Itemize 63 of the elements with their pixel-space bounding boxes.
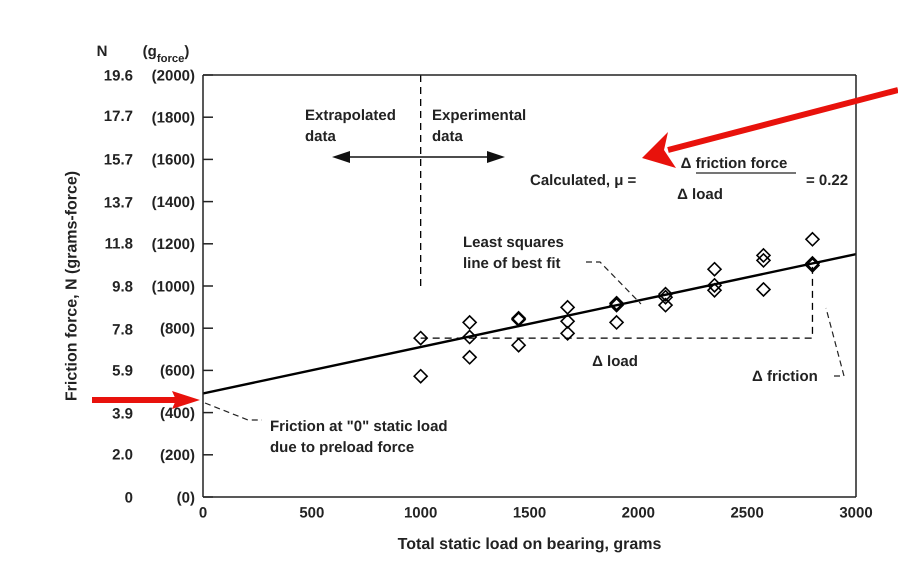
point — [462, 315, 477, 330]
y2-tick-label: (400) — [160, 404, 195, 422]
annotation: Least squares line of best fit — [463, 234, 564, 272]
point — [413, 330, 428, 346]
x-tick-label: 500 — [299, 504, 324, 522]
point — [511, 338, 526, 353]
y-tick-label: 7.8 — [112, 321, 133, 338]
annotation: Δ friction — [752, 368, 818, 385]
y-tick-label: 13.7 — [104, 194, 133, 212]
y2-tick-label: (600) — [160, 362, 195, 380]
point — [658, 290, 673, 304]
y-axis-title: Friction force, N (grams-force) — [64, 170, 81, 402]
point — [560, 314, 575, 329]
point — [560, 326, 575, 341]
point — [707, 283, 722, 298]
annotation: Calculated, μ = — [530, 172, 637, 189]
x-tick-label: 3000 — [839, 504, 873, 522]
annotation: Δ load — [677, 186, 723, 203]
annotation: = 0.22 — [806, 172, 848, 189]
point — [756, 248, 771, 263]
annotation: Friction at "0" static load due to preload force — [270, 418, 448, 456]
point — [413, 368, 428, 384]
y2-tick-label: (2000) — [152, 67, 196, 84]
point — [658, 298, 673, 312]
y2-tick-label: (1200) — [152, 236, 196, 254]
y-tick-label: 2.0 — [112, 446, 133, 464]
annotation: Experimental data — [432, 107, 526, 145]
point — [609, 315, 624, 330]
y-tick-label: 11.8 — [104, 235, 133, 252]
y2-tick-label: (1600) — [152, 152, 196, 169]
y-tick-label: 9.8 — [112, 278, 133, 296]
y2-tick-label: (1800) — [152, 110, 196, 127]
annotation: Δ friction force — [680, 155, 788, 172]
x-axis-title: Total static load on bearing, grams — [398, 536, 662, 553]
point — [756, 253, 771, 268]
y-tick-label: 19.6 — [104, 67, 133, 84]
x-tick-label: 0 — [198, 504, 208, 522]
point — [707, 278, 722, 293]
text: N — [96, 43, 108, 60]
x-tick-label: 1000 — [404, 504, 438, 522]
point — [462, 350, 477, 365]
y2-tick-label: (200) — [160, 447, 195, 464]
y-tick-label: 17.7 — [104, 108, 133, 126]
x-tick-label: 2000 — [622, 504, 656, 522]
x-tick-label: 1500 — [512, 504, 546, 522]
annotation: Δ load — [592, 353, 638, 370]
y2-tick-label: (800) — [160, 320, 195, 338]
annotation: Extrapolated data — [305, 107, 396, 145]
point — [462, 330, 477, 344]
y-tick-label: 0 — [124, 489, 133, 506]
point — [658, 286, 673, 302]
point — [756, 282, 771, 297]
y-tick-label: 15.7 — [104, 151, 133, 168]
point — [805, 232, 820, 247]
y-tick-label: 3.9 — [112, 405, 133, 422]
point — [707, 262, 722, 277]
y-tick-label: 5.9 — [112, 362, 133, 380]
text: (g$_{force}$) — [142, 43, 190, 65]
y2-tick-label: (1000) — [152, 278, 196, 296]
point — [560, 300, 575, 315]
y2-tick-label: (1400) — [152, 194, 196, 211]
x-tick-label: 2500 — [730, 504, 764, 522]
y2-tick-label: (0) — [176, 489, 195, 506]
